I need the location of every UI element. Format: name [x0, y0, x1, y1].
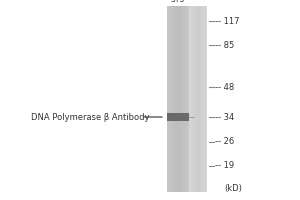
Text: -- 34: -- 34 [215, 112, 235, 121]
Bar [176, 6, 177, 192]
Bar [189, 6, 190, 192]
Bar [175, 6, 176, 192]
Text: -- 19: -- 19 [215, 162, 235, 170]
Text: -- 26: -- 26 [215, 138, 235, 146]
Bar [193, 6, 194, 192]
Bar [169, 6, 170, 192]
Bar [200, 6, 201, 192]
Bar [185, 6, 186, 192]
Bar [169, 6, 170, 192]
Bar [206, 6, 207, 192]
Bar [191, 6, 192, 192]
Bar [173, 6, 174, 192]
Bar [184, 6, 185, 192]
Bar [177, 6, 178, 192]
Bar [190, 6, 191, 192]
Bar [168, 6, 169, 192]
Bar [182, 6, 183, 192]
Bar [170, 6, 171, 192]
Bar [204, 6, 205, 192]
Bar [172, 6, 173, 192]
Bar [196, 6, 197, 192]
Text: -- 117: -- 117 [215, 17, 240, 25]
Bar [201, 6, 202, 192]
Bar [187, 6, 188, 192]
Bar [183, 6, 184, 192]
Bar [202, 6, 203, 192]
Text: DNA Polymerase β Antibody: DNA Polymerase β Antibody [31, 112, 149, 121]
Bar [188, 6, 189, 192]
Bar [192, 6, 193, 192]
Bar [167, 6, 168, 192]
Bar [174, 6, 175, 192]
Text: -- 85: -- 85 [215, 40, 235, 49]
Bar [195, 6, 196, 192]
Bar [167, 113, 189, 121]
Bar [181, 6, 182, 192]
Bar [202, 6, 203, 192]
Bar [179, 6, 180, 192]
Bar [199, 6, 200, 192]
Text: 3T3: 3T3 [171, 0, 185, 4]
Bar [186, 6, 187, 192]
Bar [197, 6, 198, 192]
Text: (kD): (kD) [224, 184, 242, 194]
Text: -- 48: -- 48 [215, 83, 235, 92]
Bar [178, 6, 179, 192]
Bar [198, 6, 199, 192]
Bar [196, 6, 197, 192]
Bar [203, 6, 204, 192]
Bar [171, 6, 172, 192]
Bar [194, 6, 195, 192]
Bar [205, 6, 206, 192]
Bar [180, 6, 181, 192]
